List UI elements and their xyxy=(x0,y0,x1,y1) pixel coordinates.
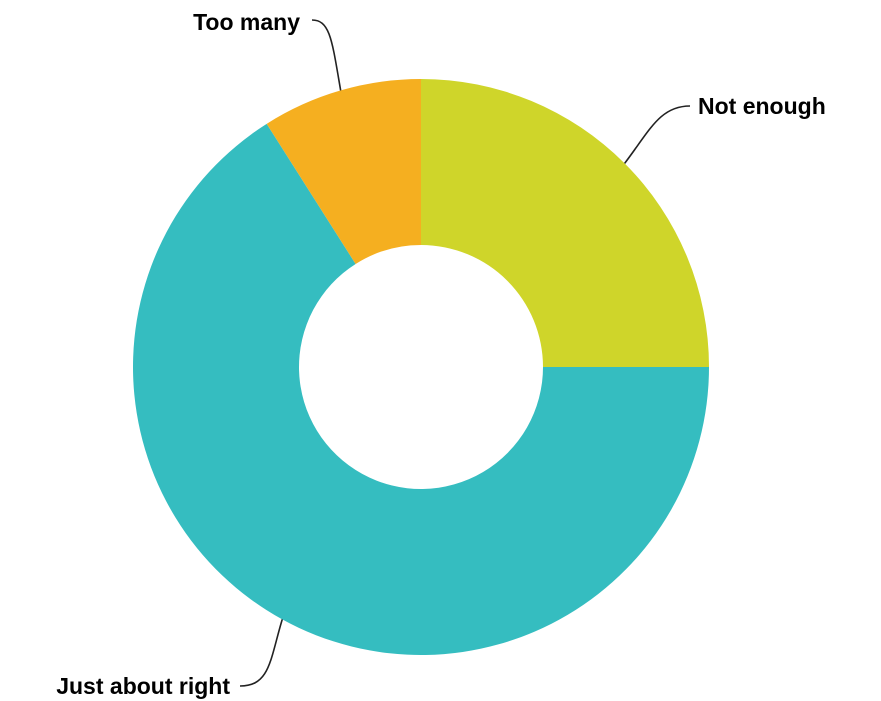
slice-too-many xyxy=(266,79,421,264)
slice-label-too-many: Too many xyxy=(193,9,300,35)
slice-label-not-enough: Not enough xyxy=(698,93,826,119)
slices-group xyxy=(133,79,709,655)
leader-line-too-many xyxy=(311,19,342,91)
leader-lines-group xyxy=(239,19,691,687)
slice-label-just-about-right: Just about right xyxy=(56,673,230,699)
labels-group: Not enough Just about right Too many xyxy=(56,9,826,699)
leader-line-not-enough xyxy=(624,105,691,164)
leader-line-just-about-right xyxy=(239,619,284,687)
slice-not-enough xyxy=(421,79,709,367)
slice-just-about-right xyxy=(133,123,709,655)
